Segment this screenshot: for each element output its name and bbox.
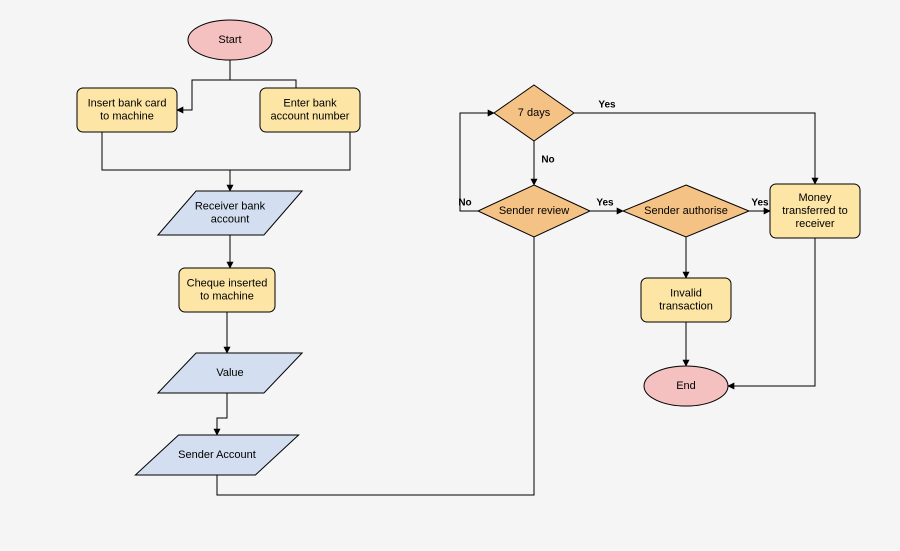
edge-label: Yes: [598, 100, 616, 111]
node-label: Invalid: [670, 287, 702, 299]
node-receiver: Receiver bankaccount: [158, 191, 302, 235]
node-label: Start: [218, 34, 241, 46]
edge-label: No: [458, 198, 471, 209]
node-label: Receiver bank: [195, 200, 266, 212]
edge: [460, 113, 494, 211]
edge-label: Yes: [751, 198, 769, 209]
node-label: 7 days: [518, 107, 551, 119]
edge: [217, 393, 227, 435]
node-label: Sender Account: [178, 449, 256, 461]
node-label: account: [211, 213, 250, 225]
edge: [102, 132, 230, 191]
node-label: transferred to: [782, 205, 847, 217]
node-invalid: Invalidtransaction: [641, 278, 731, 322]
flowchart-canvas: YesNoYesNoYesStartInsert bank cardto mac…: [0, 0, 900, 551]
node-label: transaction: [659, 300, 713, 312]
edge: [230, 132, 350, 170]
node-label: Cheque inserted: [187, 277, 268, 289]
node-label: account number: [271, 110, 350, 122]
node-label: receiver: [795, 218, 834, 230]
node-label: Sender review: [499, 205, 569, 217]
edge: [177, 60, 230, 110]
node-review: Sender review: [478, 185, 590, 237]
edge: [728, 238, 815, 386]
node-authorise: Sender authorise: [623, 185, 749, 237]
node-end: End: [644, 366, 728, 406]
node-start: Start: [188, 20, 272, 60]
node-label: Enter bank: [283, 97, 337, 109]
node-label: to machine: [200, 290, 254, 302]
node-sender_acct: Sender Account: [135, 435, 298, 475]
node-label: End: [676, 380, 696, 392]
edge: [574, 113, 815, 184]
node-label: Value: [216, 367, 243, 379]
node-label: Sender authorise: [644, 205, 728, 217]
node-label: Insert bank card: [88, 97, 167, 109]
node-value: Value: [158, 353, 302, 393]
node-days7: 7 days: [494, 85, 574, 141]
node-label: Money: [798, 192, 832, 204]
edge-label: Yes: [596, 198, 614, 209]
node-insert_card: Insert bank cardto machine: [77, 88, 177, 132]
node-money: Moneytransferred toreceiver: [770, 184, 860, 238]
edge-label: No: [541, 155, 554, 166]
node-label: to machine: [100, 110, 154, 122]
node-enter_acct: Enter bankaccount number: [260, 88, 360, 132]
node-cheque: Cheque insertedto machine: [179, 268, 275, 312]
